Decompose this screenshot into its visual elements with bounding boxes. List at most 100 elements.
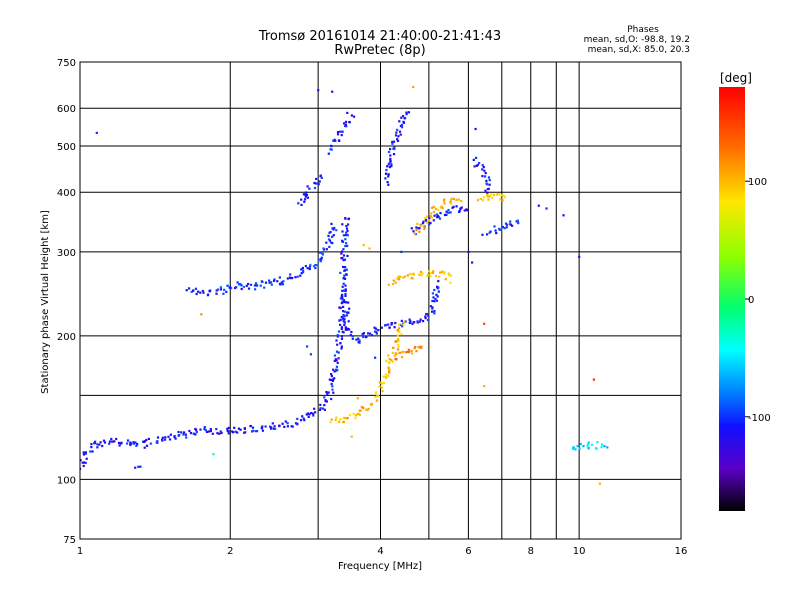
- data-point: [332, 234, 335, 237]
- data-point: [330, 382, 333, 386]
- data-point: [342, 317, 345, 320]
- data-point: [380, 386, 383, 389]
- data-point: [341, 130, 344, 133]
- data-point: [195, 292, 198, 296]
- colorbar-tick-label: 100: [748, 177, 767, 188]
- data-point: [488, 231, 491, 234]
- data-point: [475, 156, 478, 159]
- data-point: [302, 269, 305, 272]
- data-point: [319, 403, 322, 406]
- data-point: [318, 180, 321, 183]
- data-point: [437, 215, 440, 218]
- data-point: [443, 213, 447, 217]
- data-point: [331, 379, 335, 382]
- data-point: [422, 220, 425, 223]
- data-point: [509, 223, 512, 226]
- data-point: [230, 287, 233, 290]
- data-point: [486, 183, 489, 186]
- data-point: [428, 217, 431, 220]
- data-point: [498, 227, 501, 230]
- data-point: [236, 281, 239, 284]
- data-point: [422, 320, 425, 323]
- data-point: [431, 306, 434, 309]
- data-point: [413, 321, 416, 324]
- data-point: [342, 248, 345, 251]
- data-point: [387, 183, 390, 186]
- data-point: [367, 407, 370, 410]
- data-point: [212, 453, 215, 456]
- data-point: [434, 297, 437, 301]
- data-point: [430, 212, 433, 215]
- data-point: [346, 311, 349, 314]
- data-point: [82, 451, 85, 454]
- x-tick-label: 4: [377, 546, 383, 557]
- data-point: [400, 123, 404, 127]
- data-point: [484, 175, 487, 178]
- data-point: [393, 146, 396, 149]
- data-point: [300, 268, 303, 271]
- data-point: [268, 279, 271, 282]
- data-point: [401, 126, 404, 129]
- data-point: [203, 428, 206, 431]
- colorbar-tick-label: 0: [748, 295, 754, 306]
- data-point: [562, 214, 565, 217]
- data-point: [332, 139, 335, 142]
- data-point: [348, 120, 351, 124]
- data-point: [447, 211, 450, 214]
- data-point: [390, 359, 393, 362]
- data-point: [344, 289, 347, 292]
- data-point: [270, 283, 273, 286]
- data-point: [430, 216, 434, 219]
- data-point: [184, 433, 187, 436]
- data-point: [397, 348, 400, 351]
- data-point: [396, 138, 399, 141]
- data-point: [300, 203, 303, 206]
- y-tick-label: 500: [57, 142, 76, 153]
- data-point: [596, 441, 599, 444]
- x-tick-label: 1: [77, 546, 83, 557]
- data-point: [400, 250, 403, 253]
- data-point: [392, 140, 396, 143]
- data-point: [501, 225, 504, 229]
- data-point: [586, 443, 590, 446]
- data-point: [476, 163, 479, 167]
- data-point: [89, 450, 92, 453]
- data-point: [472, 158, 475, 161]
- data-point: [274, 427, 277, 430]
- data-point: [590, 443, 594, 446]
- data-point: [374, 327, 378, 330]
- data-point: [435, 213, 438, 216]
- data-point: [335, 339, 338, 342]
- data-point: [398, 130, 402, 133]
- y-tick-label: 200: [57, 332, 76, 343]
- data-point: [429, 221, 432, 225]
- phases-o-stats: mean, sd,O: -98.8, 19.2: [584, 35, 690, 45]
- data-point: [281, 283, 285, 286]
- data-point: [398, 278, 401, 281]
- data-point: [371, 334, 374, 337]
- data-point: [396, 277, 399, 280]
- colorbar-unit-label: [deg]: [720, 71, 752, 85]
- data-point: [343, 258, 347, 261]
- data-point: [203, 426, 206, 429]
- data-point: [80, 459, 82, 462]
- data-point: [254, 288, 257, 291]
- data-point: [83, 461, 86, 464]
- data-point: [481, 164, 484, 167]
- data-point: [436, 285, 439, 288]
- data-point: [249, 424, 252, 428]
- data-point: [299, 419, 303, 422]
- data-point: [349, 333, 352, 337]
- data-point: [249, 283, 253, 286]
- data-point: [505, 223, 509, 226]
- data-point: [409, 320, 412, 323]
- data-point: [328, 245, 331, 248]
- data-point: [126, 439, 130, 442]
- data-point: [488, 195, 491, 198]
- data-point: [310, 412, 313, 415]
- data-point: [297, 202, 300, 205]
- data-point: [391, 142, 394, 145]
- data-point: [244, 431, 247, 434]
- data-point: [440, 270, 443, 273]
- data-point: [344, 277, 347, 280]
